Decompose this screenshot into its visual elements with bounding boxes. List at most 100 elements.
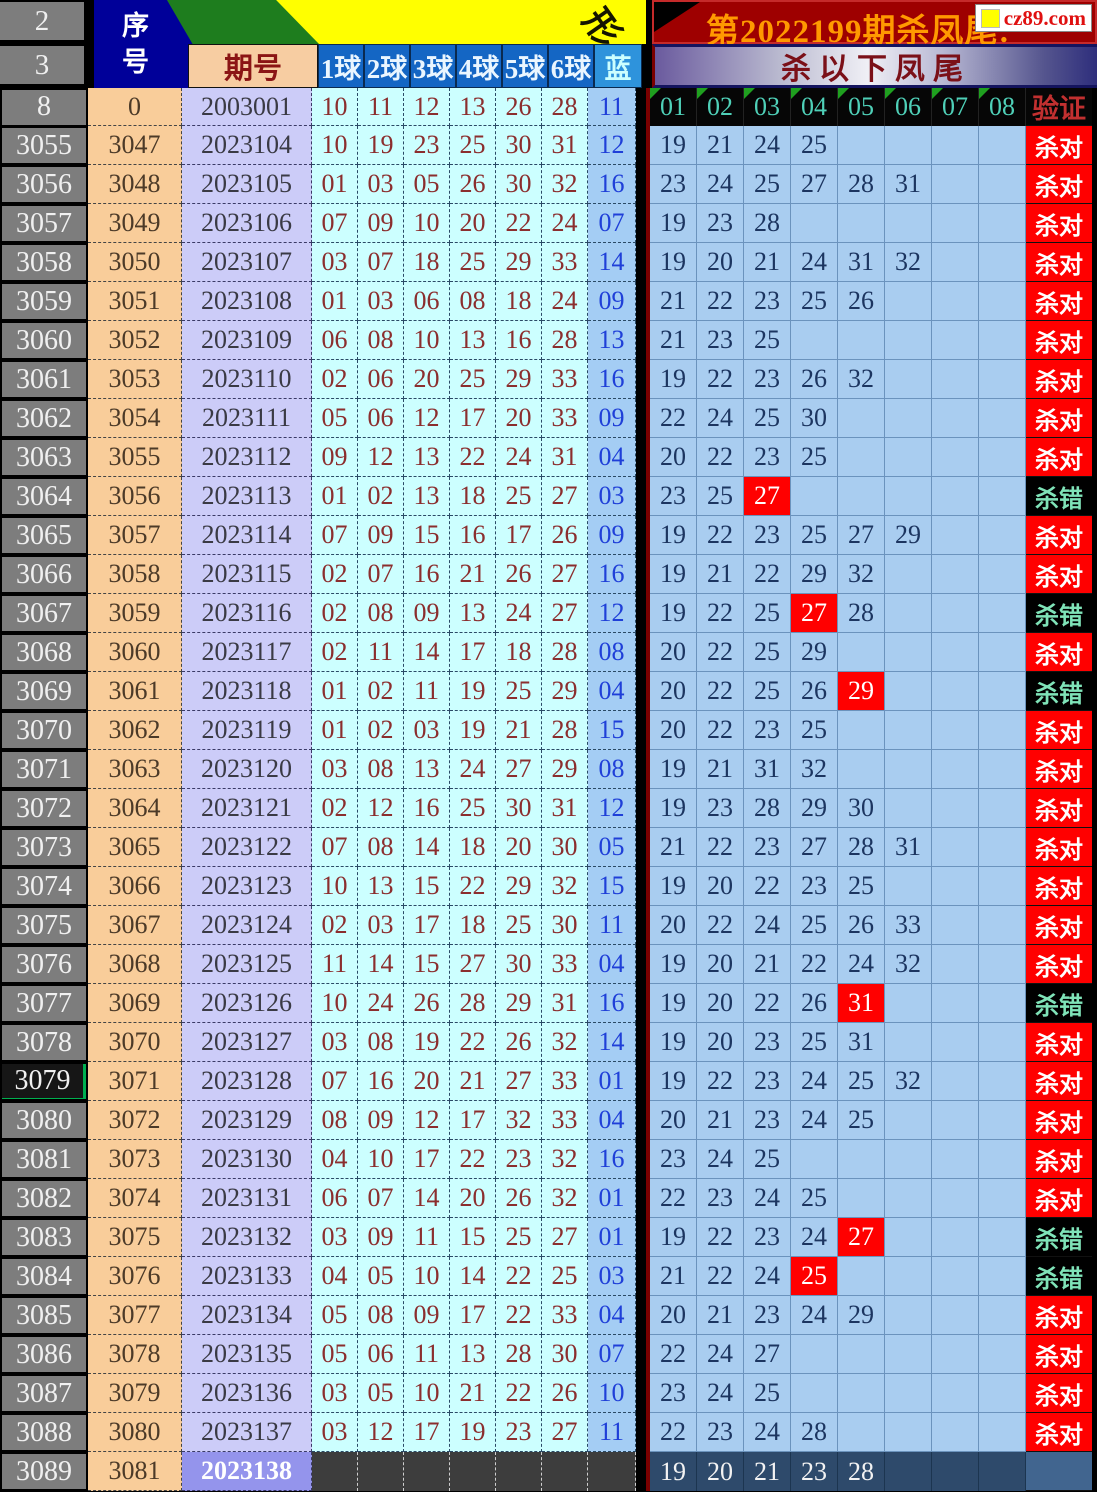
seq-cell[interactable]: 3075 [88, 1218, 182, 1257]
kill-number-cell[interactable]: 31 [838, 984, 885, 1023]
ball-cell[interactable]: 32 [542, 1179, 588, 1218]
kill-number-cell[interactable] [838, 750, 885, 789]
kill-number-cell[interactable]: 22 [697, 672, 744, 711]
period-cell[interactable]: 2023135 [182, 1335, 312, 1374]
kill-number-cell[interactable] [932, 1023, 979, 1062]
ball-cell[interactable]: 10 [404, 321, 450, 360]
ball-cell[interactable]: 14 [450, 1257, 496, 1296]
kill-number-cell[interactable] [932, 1218, 979, 1257]
kill-number-cell[interactable] [885, 477, 932, 516]
kill-number-cell[interactable]: 22 [650, 1179, 697, 1218]
kill-number-cell[interactable] [885, 438, 932, 477]
blue-ball-cell[interactable]: 07 [588, 1335, 636, 1374]
blue-ball-cell[interactable]: 01 [588, 1062, 636, 1101]
ball-cell[interactable]: 09 [358, 204, 404, 243]
kill-number-cell[interactable] [885, 1296, 932, 1335]
kill-number-cell[interactable]: 25 [744, 672, 791, 711]
kill-number-cell[interactable]: 20 [697, 1452, 744, 1491]
ball-cell[interactable]: 26 [450, 165, 496, 204]
ball-cell[interactable]: 10 [312, 867, 358, 906]
kill-number-cell[interactable]: 31 [838, 243, 885, 282]
kill-number-cell[interactable] [885, 1335, 932, 1374]
ball-cell[interactable]: 02 [312, 360, 358, 399]
ball-cell[interactable]: 33 [542, 1062, 588, 1101]
ball-cell[interactable]: 17 [404, 906, 450, 945]
ball-cell[interactable]: 21 [496, 711, 542, 750]
ball-cell[interactable]: 13 [404, 477, 450, 516]
kill-number-cell[interactable]: 19 [650, 243, 697, 282]
kill-number-cell[interactable]: 25 [744, 165, 791, 204]
kill-number-cell[interactable] [838, 1413, 885, 1452]
blue-ball-cell[interactable]: 16 [588, 1140, 636, 1179]
period-cell[interactable]: 2003001 [182, 88, 312, 126]
kill-number-cell[interactable]: 22 [650, 1413, 697, 1452]
ball-cell[interactable]: 16 [404, 789, 450, 828]
ball-cell[interactable]: 28 [542, 321, 588, 360]
ball-cell[interactable]: 09 [358, 516, 404, 555]
ball-cell[interactable]: 02 [312, 906, 358, 945]
ball-cell[interactable]: 27 [496, 1062, 542, 1101]
ball-cell[interactable]: 17 [450, 1101, 496, 1140]
row-label[interactable]: 3086 [2, 1337, 86, 1372]
ball-cell[interactable]: 17 [496, 516, 542, 555]
ball-cell[interactable]: 24 [542, 282, 588, 321]
seq-cell[interactable]: 3073 [88, 1140, 182, 1179]
period-cell[interactable]: 2023125 [182, 945, 312, 984]
ball-cell[interactable]: 33 [542, 1101, 588, 1140]
ball-cell[interactable]: 30 [542, 1335, 588, 1374]
period-cell[interactable]: 2023132 [182, 1218, 312, 1257]
kill-number-cell[interactable]: 24 [744, 126, 791, 165]
kill-number-cell[interactable] [979, 204, 1026, 243]
kill-number-cell[interactable]: 23 [744, 516, 791, 555]
seq-cell[interactable]: 3079 [88, 1374, 182, 1413]
ball-cell[interactable]: 13 [358, 867, 404, 906]
seq-cell[interactable]: 3054 [88, 399, 182, 438]
ball-cell[interactable]: 26 [496, 1179, 542, 1218]
period-cell[interactable]: 2023114 [182, 516, 312, 555]
kill-number-cell[interactable] [979, 360, 1026, 399]
kill-number-cell[interactable]: 25 [791, 906, 838, 945]
ball-cell[interactable]: 22 [496, 1257, 542, 1296]
kill-number-cell[interactable] [979, 1179, 1026, 1218]
kill-number-cell[interactable]: 29 [791, 555, 838, 594]
kill-number-cell[interactable] [932, 1179, 979, 1218]
kill-number-cell[interactable]: 25 [791, 1023, 838, 1062]
kill-number-cell[interactable] [932, 672, 979, 711]
ball-cell[interactable]: 25 [496, 906, 542, 945]
kill-number-cell[interactable]: 22 [697, 438, 744, 477]
kill-number-cell[interactable]: 28 [744, 789, 791, 828]
kill-number-cell[interactable] [932, 204, 979, 243]
ball-cell[interactable]: 16 [404, 555, 450, 594]
kill-number-cell[interactable]: 22 [697, 1062, 744, 1101]
ball-cell[interactable]: 25 [496, 1218, 542, 1257]
ball-cell[interactable]: 05 [358, 1374, 404, 1413]
kill-number-cell[interactable] [979, 711, 1026, 750]
ball-cell[interactable]: 28 [496, 1335, 542, 1374]
ball-cell[interactable]: 02 [358, 711, 404, 750]
row-label[interactable]: 3064 [2, 479, 86, 514]
blue-ball-cell[interactable]: 03 [588, 1257, 636, 1296]
kill-number-cell[interactable]: 20 [650, 711, 697, 750]
ball-cell[interactable]: 12 [358, 438, 404, 477]
ball-cell[interactable]: 20 [450, 1179, 496, 1218]
kill-number-cell[interactable] [979, 672, 1026, 711]
ball-cell[interactable]: 10 [312, 126, 358, 165]
kill-number-cell[interactable]: 33 [885, 906, 932, 945]
ball-cell[interactable]: 24 [358, 984, 404, 1023]
ball-cell[interactable]: 31 [542, 789, 588, 828]
kill-number-cell[interactable]: 27 [744, 1335, 791, 1374]
kill-number-cell[interactable] [979, 477, 1026, 516]
seq-cell[interactable]: 3072 [88, 1101, 182, 1140]
period-cell[interactable]: 2023138 [182, 1452, 312, 1491]
kill-number-cell[interactable]: 20 [697, 945, 744, 984]
kill-number-cell[interactable]: 22 [697, 711, 744, 750]
ball-cell[interactable]: 25 [450, 360, 496, 399]
kill-number-cell[interactable] [979, 789, 1026, 828]
ball-cell[interactable]: 25 [542, 1257, 588, 1296]
period-cell[interactable]: 2023120 [182, 750, 312, 789]
period-cell[interactable]: 2023123 [182, 867, 312, 906]
ball-cell[interactable]: 06 [312, 321, 358, 360]
kill-number-cell[interactable]: 24 [697, 165, 744, 204]
ball-cell[interactable]: 30 [496, 126, 542, 165]
ball-cell[interactable]: 03 [358, 906, 404, 945]
